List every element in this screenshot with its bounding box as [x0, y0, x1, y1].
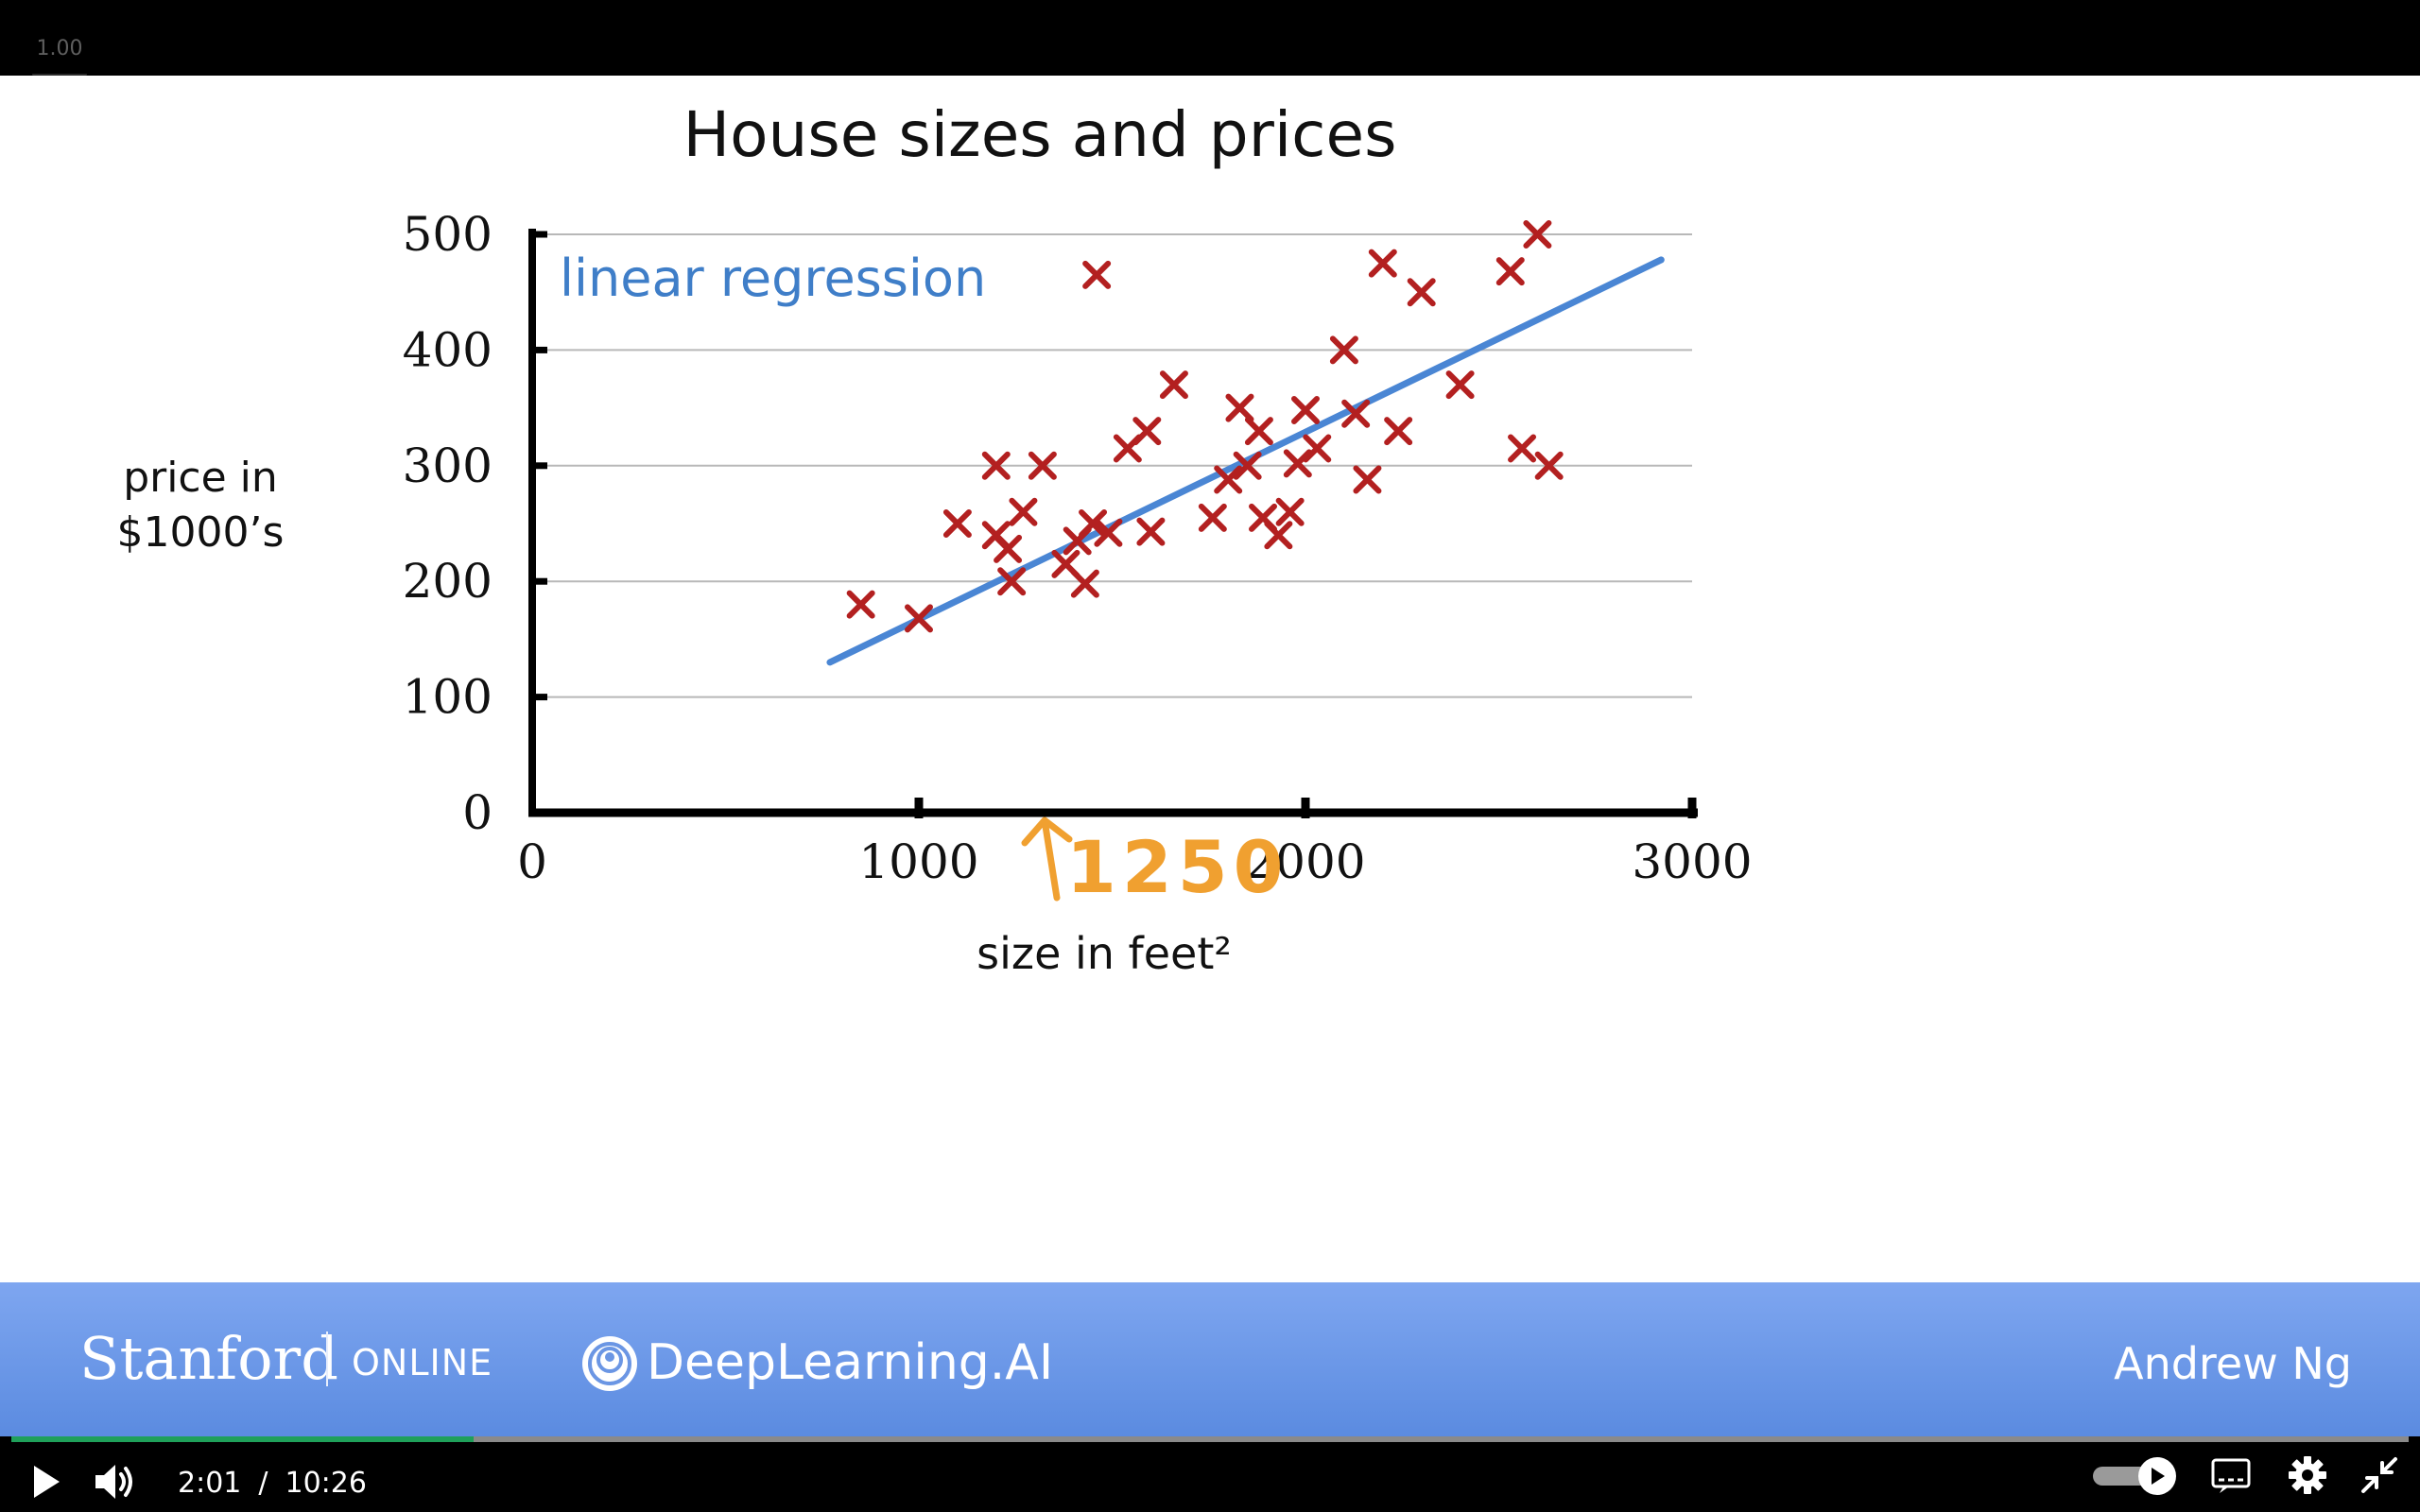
data-point — [1523, 220, 1552, 249]
data-point — [942, 509, 972, 538]
deeplearning-logo-text: DeepLearning.AI — [647, 1334, 1054, 1391]
data-point — [1159, 370, 1188, 400]
playback-speed-badge[interactable]: 1.00 — [32, 28, 87, 77]
x-axis-label: size in feet² — [977, 928, 1232, 979]
y-tick-label: 0 — [462, 785, 493, 840]
data-point — [1094, 518, 1123, 547]
data-point — [1291, 396, 1320, 425]
data-point — [1534, 451, 1564, 480]
data-point — [1136, 517, 1166, 546]
data-point — [1264, 521, 1293, 550]
y-axis-label-line2: $1000’s — [117, 508, 285, 557]
chart-title: House sizes and prices — [683, 98, 1397, 171]
data-point — [1214, 465, 1243, 494]
deeplearning-logo-icon — [582, 1336, 637, 1391]
progress-bar-fill — [11, 1436, 475, 1442]
data-point — [1329, 335, 1358, 365]
data-point — [905, 604, 933, 633]
x-tick-label: 2000 — [1245, 834, 1365, 889]
annotation-value: 1250 — [1066, 825, 1289, 909]
regression-label: linear regression — [560, 249, 986, 308]
course-footer-banner: Stanford ONLINE DeepLearning.AI Andrew N… — [0, 1282, 2420, 1436]
time-separator: / — [258, 1467, 268, 1500]
data-point — [1079, 509, 1108, 538]
data-point — [1303, 434, 1332, 463]
logo-divider — [326, 1332, 328, 1386]
data-point — [1508, 434, 1537, 463]
data-point — [1368, 249, 1397, 278]
online-logo-text: ONLINE — [352, 1342, 493, 1383]
play-icon[interactable] — [30, 1463, 62, 1501]
data-point — [1407, 278, 1436, 307]
data-point — [994, 534, 1023, 563]
settings-gear-icon[interactable] — [2288, 1455, 2327, 1495]
y-tick-label: 200 — [403, 554, 493, 609]
data-point — [1283, 449, 1312, 478]
data-point — [1353, 465, 1382, 494]
data-point — [846, 590, 875, 619]
progress-bar[interactable] — [11, 1436, 2409, 1442]
time-current: 2:01 — [178, 1467, 242, 1500]
y-tick-label: 100 — [403, 670, 493, 725]
handwritten-annotation: 1250 — [1021, 816, 1289, 909]
y-tick-label: 500 — [403, 207, 493, 262]
presenter-name: Andrew Ng — [2114, 1338, 2352, 1389]
data-point — [997, 567, 1027, 596]
time-display: 2:01 / 10:26 — [178, 1465, 367, 1503]
data-point — [1384, 417, 1413, 446]
lecture-slide: 0 100 200 300 400 500 0 1000 2000 3000 House size… — [0, 76, 2420, 1282]
captions-icon[interactable] — [2210, 1457, 2252, 1495]
video-control-bar: 2:01 / 10:26 — [0, 1436, 2420, 1512]
y-tick-label: 400 — [403, 322, 493, 377]
data-point — [1341, 399, 1371, 428]
stanford-logo-text: Stanford — [79, 1324, 338, 1393]
data-point — [1009, 497, 1038, 526]
time-total: 10:26 — [285, 1467, 367, 1500]
x-tick-label: 1000 — [858, 834, 978, 889]
data-point — [1028, 451, 1057, 480]
data-point — [1275, 497, 1305, 526]
data-point — [1225, 393, 1254, 422]
y-axis-label-line1: price in — [123, 454, 278, 502]
x-tick-label: 3000 — [1632, 834, 1752, 889]
data-point — [1132, 417, 1162, 446]
volume-icon[interactable] — [93, 1461, 136, 1503]
data-point — [1445, 370, 1475, 400]
data-point — [1233, 451, 1262, 480]
data-point — [1198, 503, 1227, 532]
quality-toggle-icon[interactable] — [2089, 1455, 2180, 1497]
data-point — [1070, 569, 1099, 598]
annotation-arrow — [1021, 816, 1073, 902]
x-tick-label: 0 — [517, 834, 547, 889]
data-point — [1082, 260, 1112, 289]
data-point — [1495, 257, 1525, 286]
data-point — [981, 451, 1011, 480]
y-tick-label: 300 — [403, 438, 493, 493]
video-top-bar: 1.00 — [0, 0, 2420, 77]
exit-fullscreen-icon[interactable] — [2360, 1455, 2399, 1495]
scatter-chart: 0 100 200 300 400 500 0 1000 2000 3000 House size… — [117, 98, 1753, 979]
data-point — [1244, 417, 1273, 446]
